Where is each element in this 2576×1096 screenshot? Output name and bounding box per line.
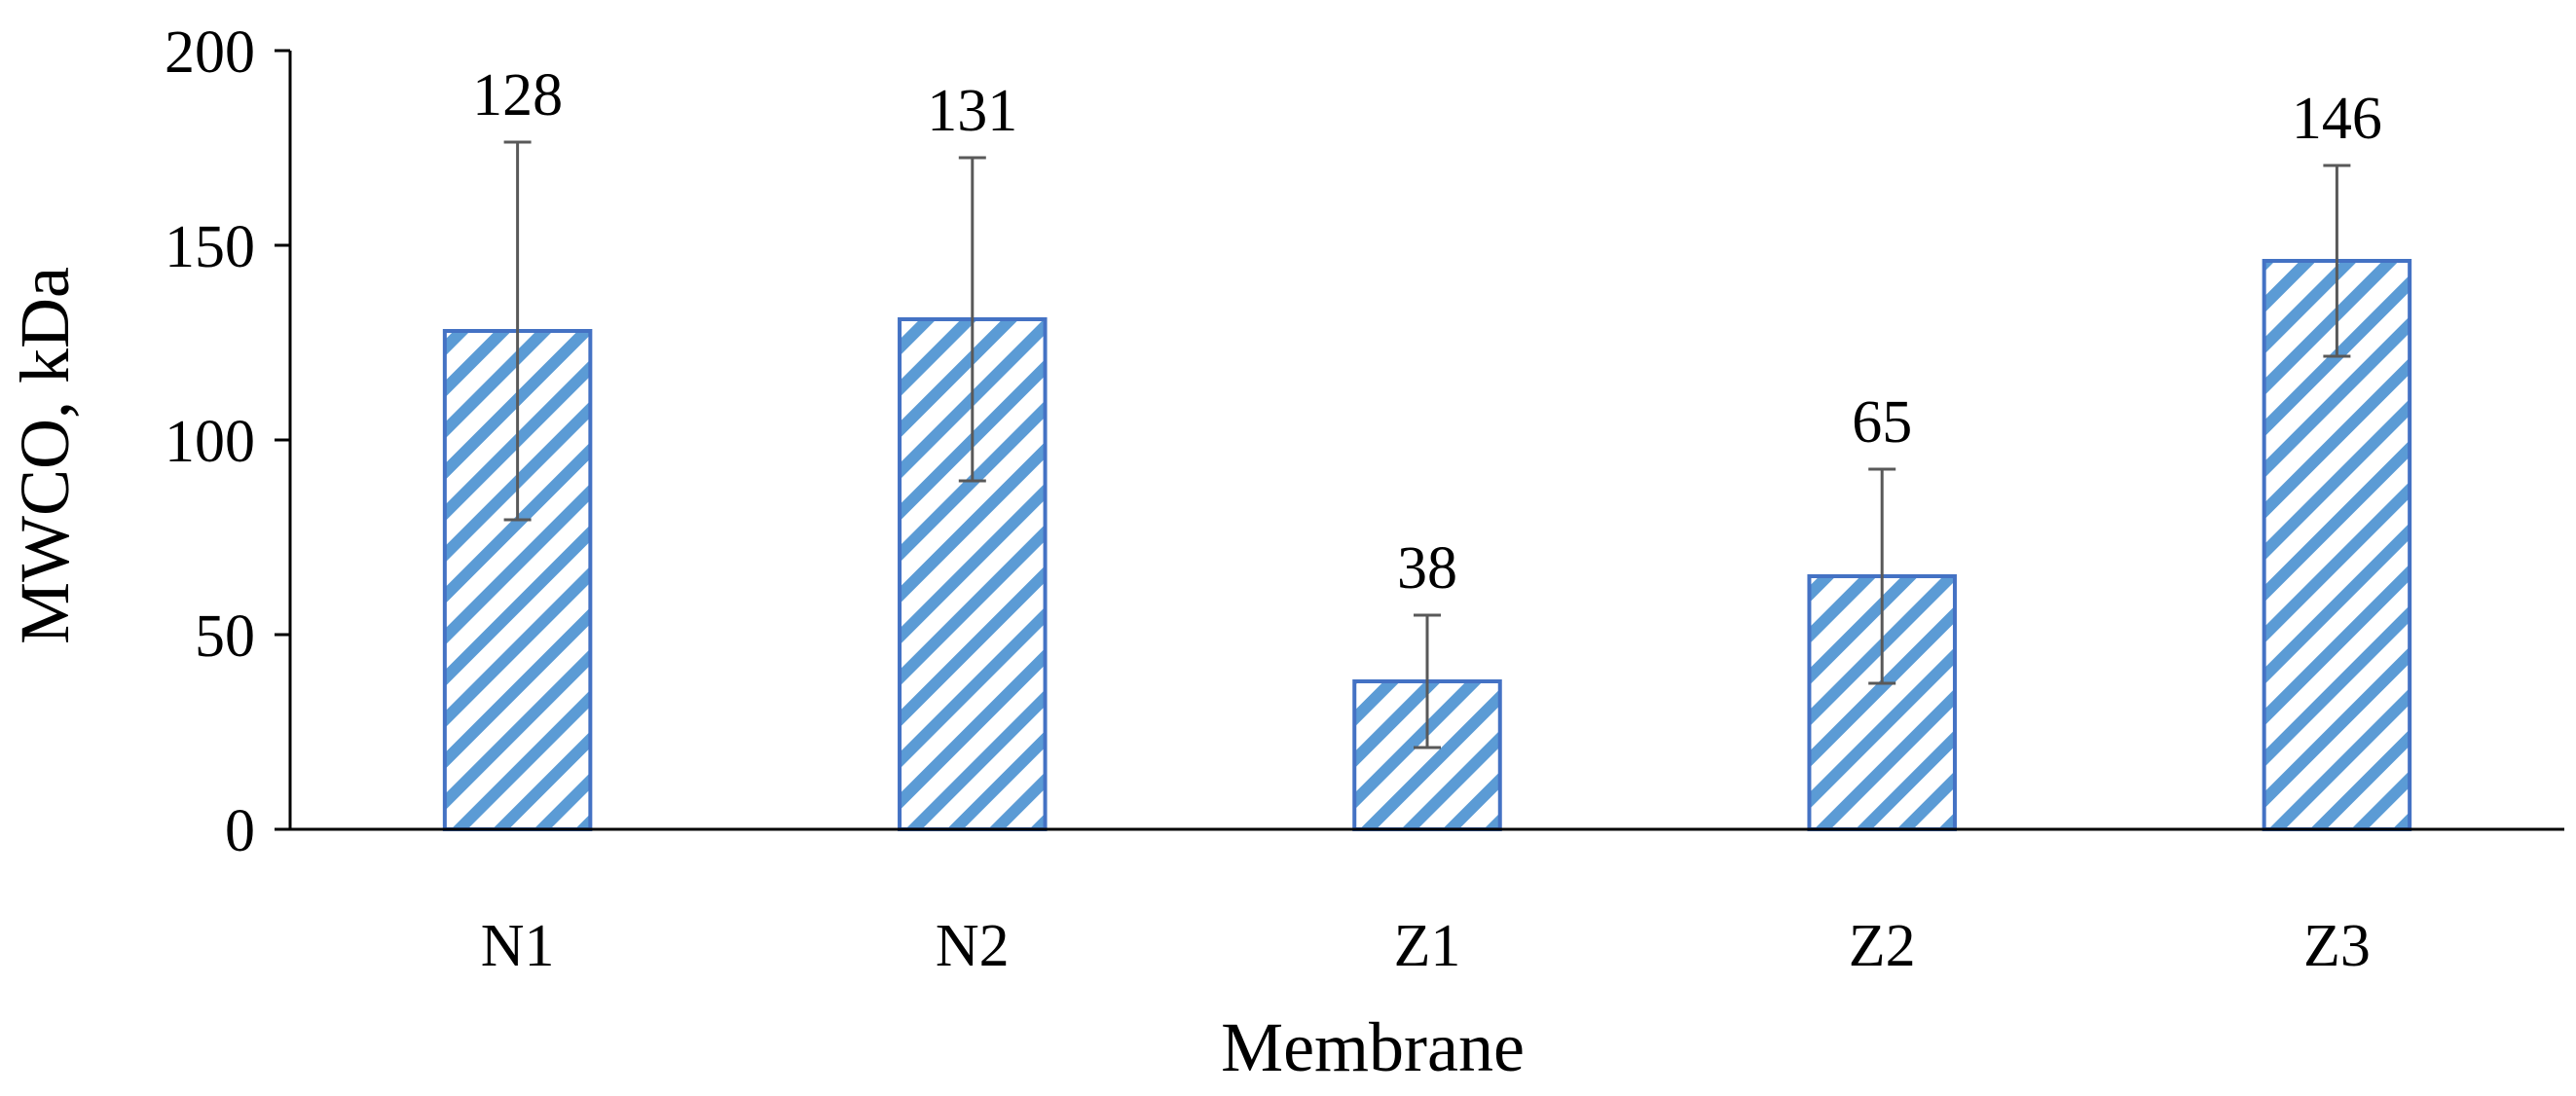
bar-z2 [1807,574,1957,831]
y-tick-label-50: 50 [195,603,255,670]
y-tick-label-0: 0 [225,798,255,864]
data-label-z1: 38 [1397,535,1457,602]
y-axis-title: MWCO, kDa [6,267,84,644]
y-tick-label-150: 150 [165,214,255,280]
x-tick-label-z2: Z2 [1849,913,1916,979]
data-label-n1: 128 [472,62,563,128]
x-tick-label-z3: Z3 [2303,913,2371,979]
x-tick-label-z1: Z1 [1394,913,1461,979]
data-label-z2: 65 [1852,389,1912,456]
y-tick-label-200: 200 [165,19,255,86]
data-label-z3: 146 [2292,86,2382,152]
y-tick-label-100: 100 [165,409,255,475]
data-label-n2: 131 [927,78,1017,144]
x-tick-label-n2: N2 [936,913,1010,979]
x-axis-title: Membrane [1221,1008,1525,1086]
x-tick-label-n1: N1 [481,913,555,979]
